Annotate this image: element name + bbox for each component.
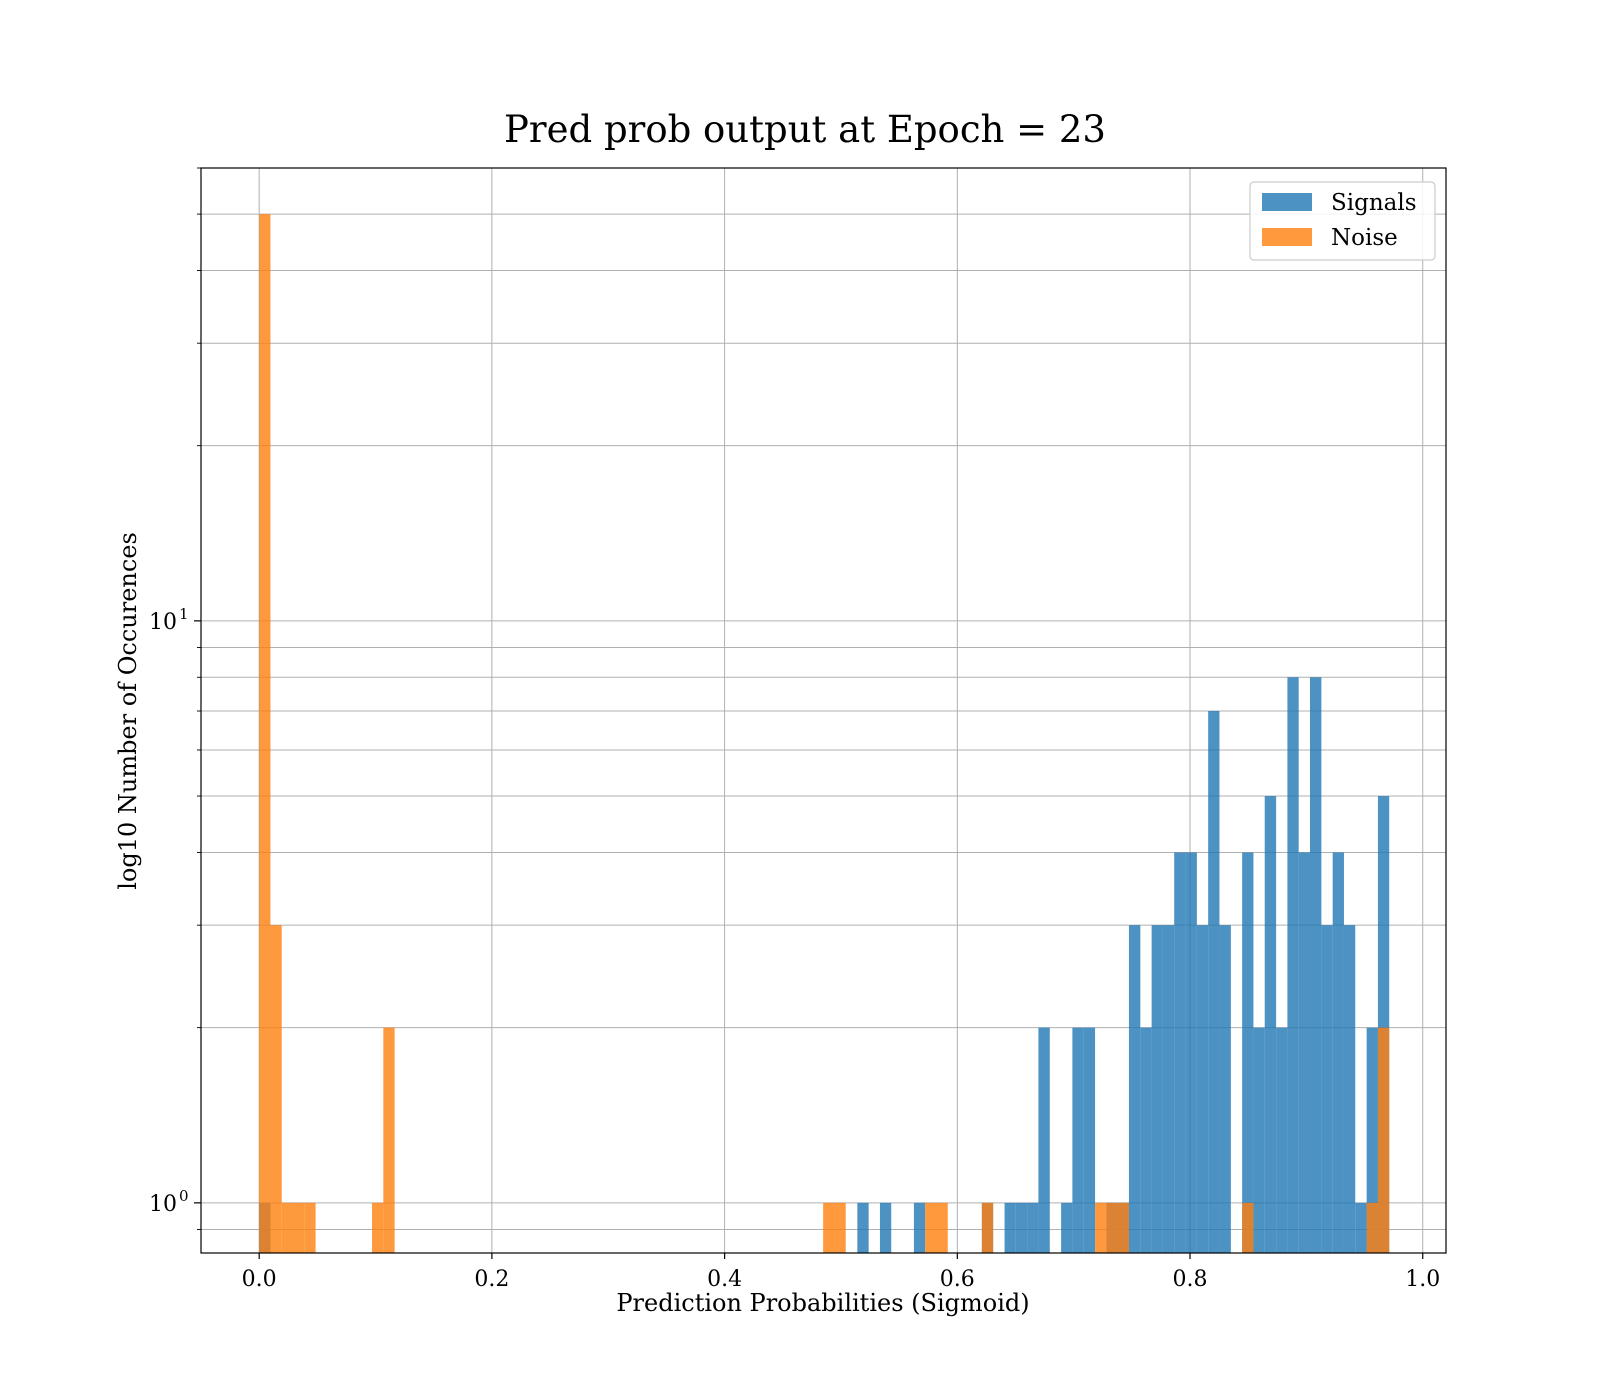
bar-signals	[1377, 796, 1390, 1253]
bar-signals	[1309, 677, 1322, 1253]
bar-signals	[1355, 1202, 1367, 1253]
bar-signals	[1298, 852, 1310, 1253]
bar-noise	[1117, 1202, 1129, 1253]
bar-signals	[1015, 1202, 1028, 1253]
bar-noise	[304, 1202, 316, 1253]
bar-signals	[1332, 852, 1344, 1253]
bar-signals	[1140, 1027, 1152, 1253]
x-tick-label: 0.0	[242, 1267, 277, 1292]
legend-label-noise: Noise	[1331, 225, 1398, 251]
bar-signals	[1343, 925, 1356, 1253]
bar-noise	[981, 1202, 994, 1253]
bar-signals	[1162, 925, 1175, 1253]
bar-noise	[281, 1202, 294, 1253]
histogram-bars	[259, 214, 1390, 1254]
bar-signals	[1287, 677, 1299, 1253]
bar-signals	[1027, 1202, 1039, 1253]
bar-signals	[1004, 1202, 1016, 1253]
bar-signals	[1253, 1027, 1265, 1253]
bar-signals	[1276, 1027, 1288, 1253]
bar-signals	[1072, 1027, 1084, 1253]
bar-noise	[823, 1202, 835, 1253]
legend-swatch-signals	[1262, 193, 1312, 211]
legend-label-signals: Signals	[1331, 190, 1417, 216]
bar-noise	[293, 1202, 305, 1253]
bar-noise	[270, 925, 282, 1253]
bar-signals	[857, 1202, 869, 1253]
bar-signals	[1264, 796, 1277, 1253]
bar-noise	[936, 1202, 948, 1253]
legend-swatch-noise	[1262, 228, 1312, 246]
bar-noise	[925, 1202, 937, 1253]
plot-frame	[200, 167, 1447, 1254]
y-tick-exponent: 1	[179, 605, 189, 623]
y-axis-label: log10 Number of Occurences	[114, 532, 142, 890]
bar-noise	[834, 1202, 846, 1253]
bar-signals	[913, 1202, 926, 1253]
bar-noise	[259, 214, 271, 1254]
legend: Signals Noise	[1249, 181, 1436, 261]
bar-noise	[1242, 1202, 1254, 1253]
chart-title: Pred prob output at Epoch = 23	[504, 108, 1106, 151]
bar-noise	[1095, 1202, 1107, 1253]
bar-signals	[1185, 852, 1197, 1253]
y-tick-label: 10	[149, 1192, 177, 1217]
bar-signals	[1128, 925, 1141, 1253]
bar-signals	[1061, 1202, 1073, 1253]
bar-noise	[1106, 1202, 1118, 1253]
bar-signals	[1083, 1027, 1096, 1253]
bar-signals	[1321, 925, 1333, 1253]
bar-signals	[879, 1202, 892, 1253]
bar-noise	[372, 1202, 384, 1253]
x-axis-label: Prediction Probabilities (Sigmoid)	[616, 1289, 1029, 1317]
x-tick-label: 0.8	[1173, 1267, 1208, 1292]
bar-signals	[1196, 925, 1209, 1253]
y-tick-base: 10	[149, 1192, 177, 1217]
x-tick-label: 0.4	[707, 1267, 742, 1292]
bar-signals	[1038, 1027, 1050, 1253]
bar-signals	[1366, 1027, 1378, 1253]
x-tick-label: 0.2	[474, 1267, 509, 1292]
x-tick-label: 0.6	[940, 1267, 975, 1292]
y-tick-label: 10	[149, 610, 177, 635]
bar-noise	[1366, 1202, 1378, 1253]
bar-signals	[1208, 711, 1220, 1253]
bar-signals	[1151, 925, 1163, 1253]
bar-signals	[1219, 925, 1231, 1253]
bar-noise	[383, 1027, 395, 1253]
y-tick-base: 10	[149, 610, 177, 635]
x-tick-label: 1.0	[1405, 1267, 1440, 1292]
bar-signals	[1174, 852, 1186, 1253]
y-tick-exponent: 0	[179, 1187, 189, 1205]
bar-signals	[1242, 852, 1254, 1253]
bar-noise	[1377, 1027, 1390, 1253]
